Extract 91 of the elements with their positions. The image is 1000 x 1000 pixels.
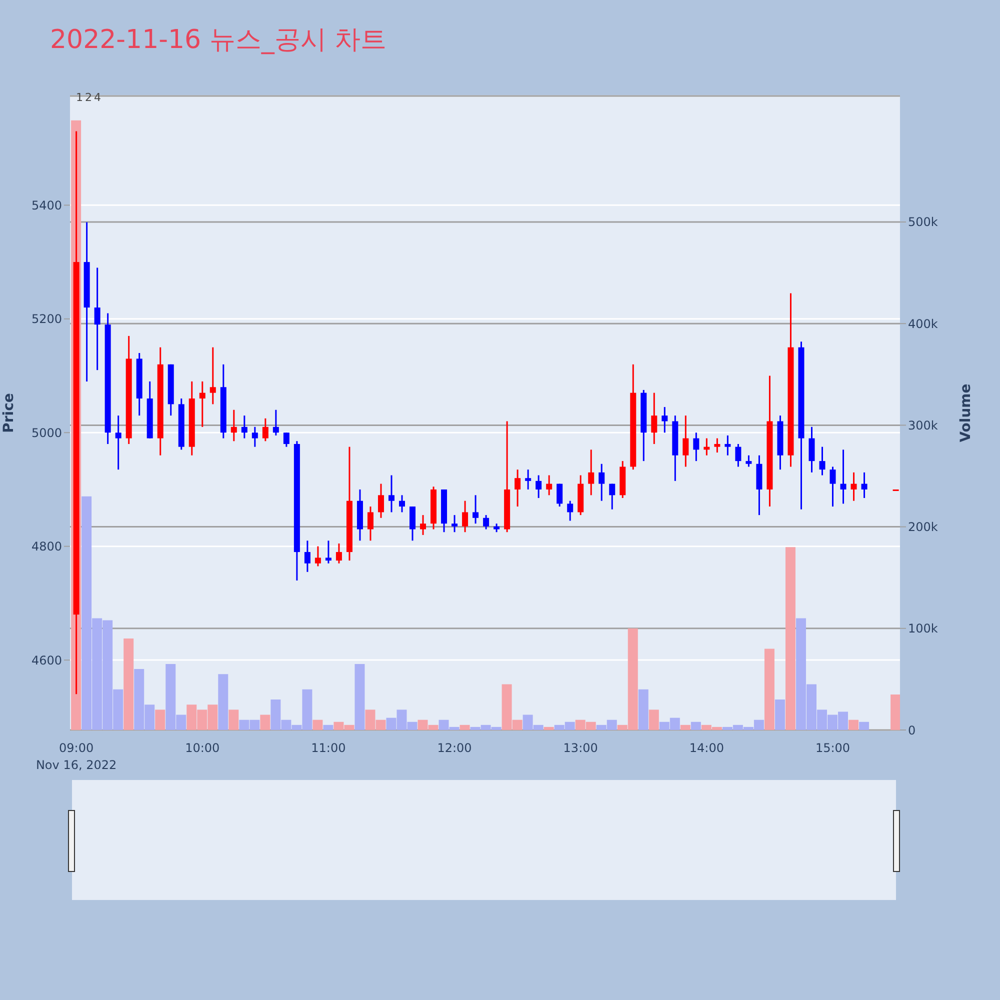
y2-axis-title: Volume — [958, 384, 974, 442]
bar — [764, 648, 774, 730]
x-tick-label: 11:00 — [311, 741, 346, 755]
x-tick-label: 10:00 — [185, 741, 220, 755]
candlestick — [808, 426, 815, 474]
bar — [228, 710, 239, 730]
candlestick — [588, 448, 594, 496]
bar — [354, 664, 365, 730]
candlestick — [325, 540, 332, 564]
candlestick — [272, 409, 279, 436]
candlestick — [546, 474, 552, 496]
bar — [848, 720, 859, 730]
candlestick — [525, 468, 532, 490]
bar — [680, 724, 690, 730]
y2-tick-label: 400k — [908, 316, 938, 331]
candlestick — [210, 346, 216, 405]
candlestick — [399, 494, 405, 513]
x-tick-label: 15:00 — [815, 741, 850, 755]
candlestick — [199, 380, 206, 428]
bar — [890, 694, 900, 730]
bar — [859, 722, 870, 730]
candlestick — [230, 409, 237, 442]
candlestick — [536, 474, 542, 499]
y2-tick-label: 0 — [908, 723, 916, 738]
bar — [774, 700, 785, 730]
candlestick — [682, 414, 689, 468]
bar — [260, 714, 270, 730]
bar — [460, 724, 470, 730]
bar — [648, 710, 659, 730]
candlestick — [410, 506, 416, 542]
candlestick — [483, 514, 490, 530]
candlestick — [472, 494, 479, 524]
candlestick — [662, 406, 668, 434]
bar — [124, 638, 134, 730]
candlestick — [241, 414, 248, 440]
candlestick — [861, 472, 868, 499]
candlestick — [420, 514, 426, 536]
y-tick-label: 5200 — [31, 312, 62, 326]
x-tick-label: 12:00 — [437, 741, 472, 755]
candlestick — [556, 483, 563, 508]
y2-tick-label: 500k — [908, 215, 938, 230]
candlestick — [819, 446, 826, 476]
candlestick — [262, 418, 268, 442]
candlestick — [724, 434, 731, 456]
y-tick-label: 5000 — [31, 426, 62, 440]
y2-tick-label: 300k — [908, 418, 938, 432]
candlestick — [714, 438, 720, 454]
bar — [785, 547, 796, 730]
candlestick — [462, 500, 468, 533]
x-tick-label: 14:00 — [689, 741, 724, 755]
candlestick — [94, 266, 100, 371]
annotation: 4 — [94, 91, 101, 104]
candlestick — [378, 483, 384, 519]
candlestick — [367, 506, 374, 542]
bar — [312, 720, 323, 730]
candlestick — [746, 454, 752, 468]
candlestick — [388, 474, 394, 513]
y-axis-title: Price — [0, 393, 17, 433]
annotation: 2 — [85, 91, 92, 104]
candlestick — [693, 432, 700, 462]
candlestick — [283, 432, 290, 448]
candlestick — [609, 483, 616, 510]
candlestick — [598, 463, 605, 502]
candlestick — [514, 468, 521, 508]
candlestick — [115, 414, 122, 470]
chart-title: 2022-11-16 뉴스_공시 차트 — [50, 24, 387, 57]
y-tick-label: 4800 — [31, 540, 62, 554]
y-tick-label: 4600 — [31, 653, 62, 668]
candlestick — [850, 472, 857, 502]
bar — [155, 710, 166, 730]
bar — [323, 724, 334, 730]
annotation: 1 — [76, 91, 83, 104]
bar — [638, 689, 648, 730]
bar — [690, 722, 701, 730]
bar — [218, 674, 228, 730]
x-tick-label: 09:00 Nov 16, 2022 — [36, 741, 117, 772]
candlestick — [840, 448, 846, 504]
bar — [544, 726, 554, 730]
candlestick — [735, 443, 742, 468]
candlestick — [830, 466, 836, 508]
x-tick-label: 13:00 — [563, 741, 598, 755]
y-tick-label: 5400 — [31, 198, 62, 212]
candlestick — [252, 426, 258, 448]
y2-tick-label: 100k — [908, 622, 938, 636]
y2-tick-label: 200k — [908, 520, 938, 534]
candlestick — [336, 542, 342, 564]
candlestick — [567, 500, 574, 522]
candlestick — [314, 546, 321, 567]
candlestick — [304, 540, 310, 573]
candlestick — [452, 514, 458, 533]
candlestick — [651, 392, 658, 445]
